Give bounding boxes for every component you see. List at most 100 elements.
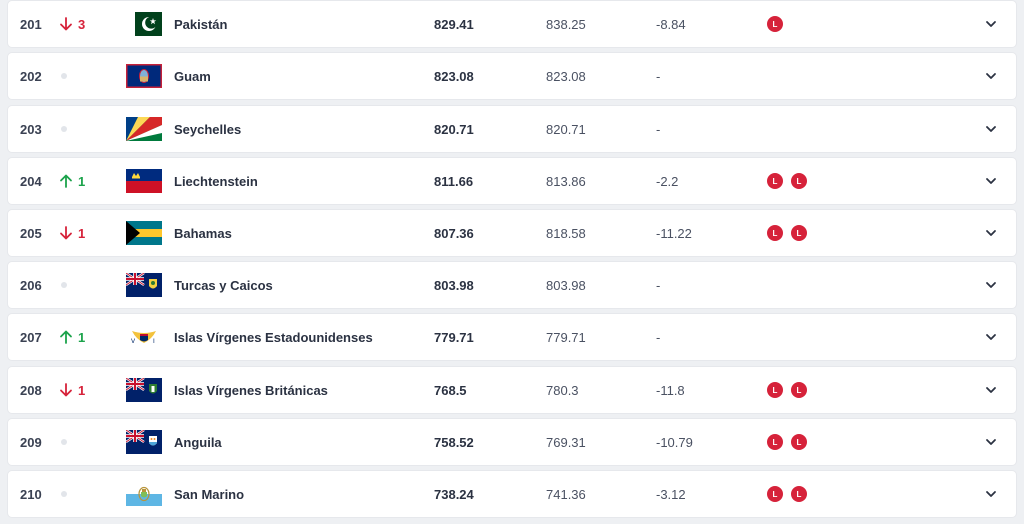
arrow-down-icon — [58, 225, 74, 241]
country-name[interactable]: Islas Vírgenes Británicas — [174, 382, 328, 398]
total-points: 738.24 — [434, 486, 474, 502]
country-name[interactable]: Bahamas — [174, 225, 232, 241]
country-name[interactable]: Seychelles — [174, 121, 242, 137]
rank-number: 209 — [20, 434, 42, 450]
total-points: 758.52 — [434, 434, 474, 450]
points-difference: -2.2 — [656, 173, 679, 189]
british-virgin-islands-flag-icon — [126, 367, 162, 413]
country-name[interactable]: San Marino — [174, 486, 245, 502]
loss-badge: L — [767, 173, 783, 189]
rank-change — [58, 262, 98, 308]
rank-change: 1 — [58, 158, 98, 204]
table-row[interactable]: 204 1 Liechtenstein 811.66 813.86 -2.2 L… — [7, 157, 1017, 205]
points-difference: - — [656, 121, 661, 137]
svg-text:I: I — [153, 338, 155, 345]
chevron-down-icon[interactable] — [984, 106, 1000, 152]
rank-change — [58, 106, 98, 152]
country-name[interactable]: Guam — [174, 68, 211, 84]
rank-change-value: 1 — [78, 382, 86, 398]
rank-change-value: 3 — [78, 16, 86, 32]
loss-badge: L — [791, 173, 807, 189]
rank-change — [58, 419, 98, 465]
table-row[interactable]: 206 Turcas y Caicos 803.98 803.98 - — [7, 261, 1017, 309]
rank-change — [58, 471, 98, 517]
rank-change: 3 — [58, 1, 98, 47]
no-change-dot-icon — [61, 491, 67, 497]
arrow-down-icon — [58, 382, 74, 398]
previous-points: 803.98 — [546, 277, 586, 293]
points-difference: - — [656, 329, 661, 345]
anguilla-flag-icon — [126, 419, 162, 465]
previous-points: 769.31 — [546, 434, 586, 450]
total-points: 768.5 — [434, 382, 467, 398]
rank-number: 203 — [20, 121, 42, 137]
rank-number: 207 — [20, 329, 42, 345]
chevron-down-icon[interactable] — [984, 53, 1000, 99]
points-difference: - — [656, 68, 661, 84]
previous-points: 741.36 — [546, 486, 586, 502]
chevron-down-icon[interactable] — [984, 367, 1000, 413]
table-row[interactable]: 208 1 Islas Vírgenes Británicas 768.5 78… — [7, 366, 1017, 414]
country-name[interactable]: Turcas y Caicos — [174, 277, 273, 293]
table-row[interactable]: 203 Seychelles 820.71 820.71 - — [7, 105, 1017, 153]
rank-number: 210 — [20, 486, 42, 502]
liechtenstein-flag-icon — [126, 158, 162, 204]
arrow-up-icon — [58, 329, 74, 345]
previous-points: 813.86 — [546, 173, 586, 189]
loss-badge: L — [767, 225, 783, 241]
no-change-dot-icon — [61, 439, 67, 445]
guam-flag-icon — [126, 53, 162, 99]
points-difference: -10.79 — [656, 434, 693, 450]
loss-badge: L — [791, 486, 807, 502]
points-difference: -3.12 — [656, 486, 686, 502]
chevron-down-icon[interactable] — [984, 471, 1000, 517]
country-name[interactable]: Islas Vírgenes Estadounidenses — [174, 329, 373, 345]
previous-points: 818.58 — [546, 225, 586, 241]
rank-number: 205 — [20, 225, 42, 241]
chevron-down-icon[interactable] — [984, 158, 1000, 204]
country-name[interactable]: Pakistán — [174, 16, 228, 32]
points-difference: -8.84 — [656, 16, 686, 32]
arrow-down-icon — [58, 16, 74, 32]
total-points: 779.71 — [434, 329, 474, 345]
previous-points: 779.71 — [546, 329, 586, 345]
chevron-down-icon[interactable] — [984, 314, 1000, 360]
no-change-dot-icon — [61, 282, 67, 288]
chevron-down-icon[interactable] — [984, 262, 1000, 308]
total-points: 807.36 — [434, 225, 474, 241]
country-name[interactable]: Liechtenstein — [174, 173, 258, 189]
chevron-down-icon[interactable] — [984, 419, 1000, 465]
recent-form: L — [767, 1, 791, 47]
seychelles-flag-icon — [126, 106, 162, 152]
table-row[interactable]: 202 Guam 823.08 823.08 - — [7, 52, 1017, 100]
loss-badge: L — [791, 382, 807, 398]
rank-change: 1 — [58, 367, 98, 413]
turks-caicos-flag-icon — [126, 262, 162, 308]
table-row[interactable]: 201 3 Pakistán 829.41 838.25 -8.84 L — [7, 0, 1017, 48]
points-difference: -11.8 — [656, 382, 685, 398]
chevron-down-icon[interactable] — [984, 1, 1000, 47]
loss-badge: L — [767, 486, 783, 502]
previous-points: 823.08 — [546, 68, 586, 84]
previous-points: 780.3 — [546, 382, 579, 398]
total-points: 820.71 — [434, 121, 474, 137]
no-change-dot-icon — [61, 73, 67, 79]
no-change-dot-icon — [61, 126, 67, 132]
total-points: 803.98 — [434, 277, 474, 293]
rank-change-value: 1 — [78, 329, 86, 345]
country-name[interactable]: Anguila — [174, 434, 222, 450]
total-points: 823.08 — [434, 68, 474, 84]
chevron-down-icon[interactable] — [984, 210, 1000, 256]
loss-badge: L — [767, 16, 783, 32]
rank-number: 208 — [20, 382, 42, 398]
